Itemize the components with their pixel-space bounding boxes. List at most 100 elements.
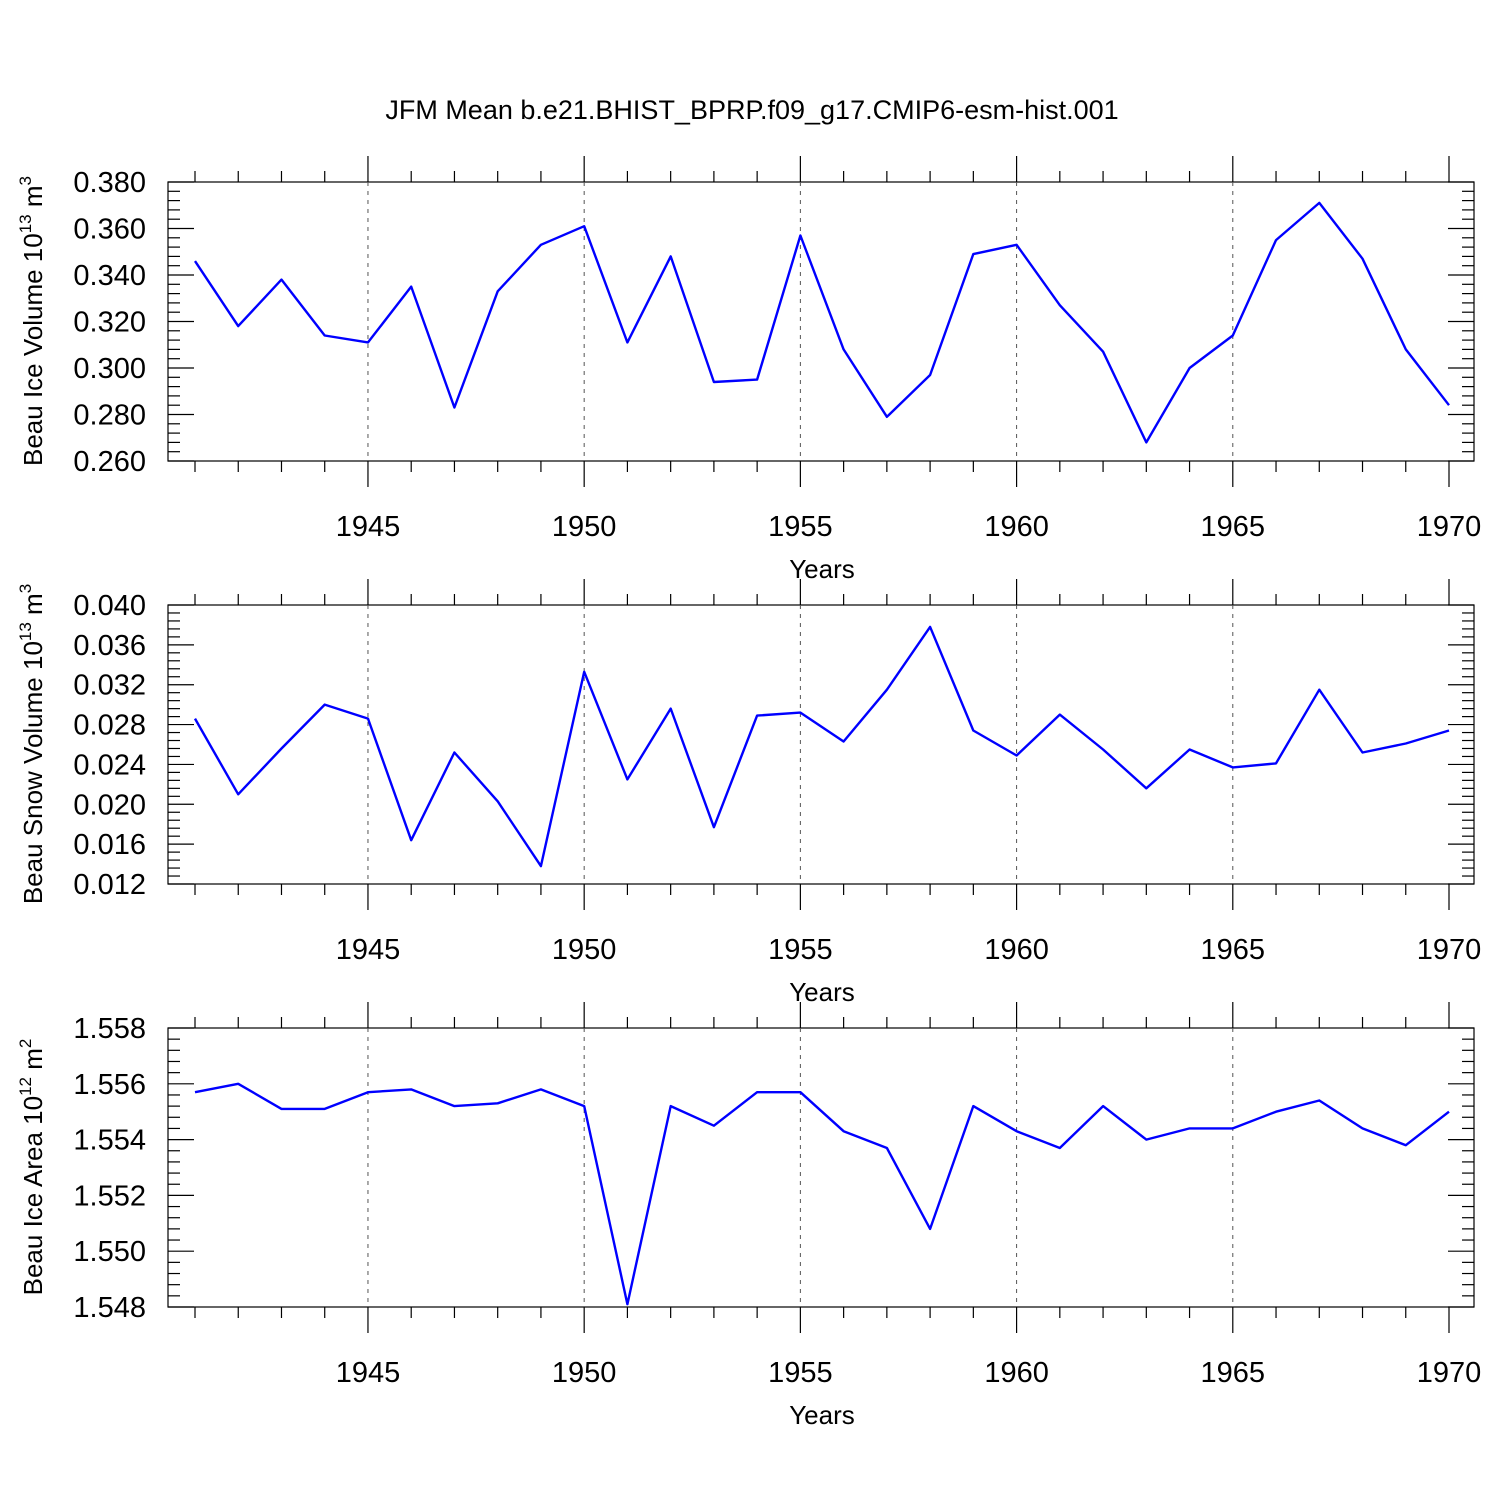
- x-tick-label: 1955: [768, 934, 833, 966]
- y-tick-label: 1.554: [73, 1125, 146, 1157]
- x-tick-label: 1960: [984, 511, 1049, 543]
- y-axis-label-exponent: 12: [16, 1077, 35, 1096]
- x-axis-label: Years: [789, 554, 855, 584]
- y-tick-label: 0.040: [73, 590, 146, 622]
- data-point: [1058, 713, 1062, 717]
- data-point: [409, 285, 413, 289]
- data-point: [1144, 786, 1148, 790]
- data-point: [1404, 1143, 1408, 1147]
- y-axis-label-text: Beau Snow Volume 10: [18, 641, 48, 904]
- panel-3: 1945 1950 1955 1960 1965 1970 1.548 1.550 1.552 1…: [16, 1002, 1481, 1430]
- data-point: [366, 340, 370, 344]
- data-point: [885, 688, 889, 692]
- data-point: [842, 740, 846, 744]
- data-point: [1015, 1129, 1019, 1133]
- x-tick-label: 1945: [336, 1357, 401, 1389]
- y-axis-label-text: m: [18, 185, 48, 214]
- y-tick-label: 0.028: [73, 710, 146, 742]
- data-point: [1101, 350, 1105, 354]
- data-point: [582, 670, 586, 674]
- data-point: [625, 1302, 629, 1306]
- data-point: [1058, 303, 1062, 307]
- x-tick-label: 1955: [768, 511, 833, 543]
- y-tick-label: 0.020: [73, 789, 146, 821]
- data-point: [1144, 1138, 1148, 1142]
- panel-1: 1945 1950 1955 1960 1965 1970 0.260 0.280 0.300 0…: [16, 156, 1481, 584]
- data-point: [236, 1082, 240, 1086]
- data-point: [1188, 366, 1192, 370]
- figure-title: JFM Mean b.e21.BHIST_BPRP.f09_g17.CMIP6-…: [385, 95, 1118, 125]
- data-point: [798, 711, 802, 715]
- x-tick-label: 1970: [1417, 1357, 1482, 1389]
- y-axis-label-exponent: 2: [16, 1039, 35, 1048]
- y-tick-label: 0.360: [73, 214, 146, 246]
- y-tick-label: 0.036: [73, 630, 146, 662]
- data-point: [193, 259, 197, 263]
- y-tick-label: 0.260: [73, 446, 146, 478]
- data-point: [755, 714, 759, 718]
- data-point: [366, 717, 370, 721]
- data-point: [279, 1107, 283, 1111]
- data-point: [1361, 1126, 1365, 1130]
- data-point: [842, 347, 846, 351]
- y-tick-label: 0.320: [73, 307, 146, 339]
- data-point: [669, 707, 673, 711]
- data-point: [1101, 1104, 1105, 1108]
- y-axis-label-text: Beau Ice Area 10: [18, 1096, 48, 1295]
- x-tick-label: 1960: [984, 934, 1049, 966]
- y-axis-label-exponent: 3: [16, 176, 35, 185]
- data-point: [193, 1090, 197, 1094]
- data-point: [1015, 753, 1019, 757]
- data-point: [323, 703, 327, 707]
- series-line: [194, 201, 1450, 444]
- data-point: [279, 278, 283, 282]
- data-point: [669, 1104, 673, 1108]
- data-point: [1274, 761, 1278, 765]
- data-point: [625, 777, 629, 781]
- data-point: [496, 799, 500, 803]
- x-axis-label: Years: [789, 977, 855, 1007]
- y-tick-label: 1.552: [73, 1180, 146, 1212]
- data-point: [928, 373, 932, 377]
- data-point: [1058, 1146, 1062, 1150]
- y-axis-label-exponent: 13: [16, 622, 35, 641]
- data-point: [539, 864, 543, 868]
- data-point: [842, 1129, 846, 1133]
- data-point: [712, 1124, 716, 1128]
- data-point: [539, 1087, 543, 1091]
- data-point: [582, 224, 586, 228]
- y-axis-label-text: Beau Ice Volume 10: [18, 233, 48, 466]
- data-point: [323, 333, 327, 337]
- data-point: [1361, 750, 1365, 754]
- y-tick-label: 0.012: [73, 869, 146, 901]
- y-tick-label: 0.032: [73, 670, 146, 702]
- data-point: [496, 1101, 500, 1105]
- y-tick-label: 1.556: [73, 1069, 146, 1101]
- x-tick-label: 1950: [552, 511, 617, 543]
- data-point: [669, 254, 673, 258]
- data-point: [712, 380, 716, 384]
- x-tick-label: 1945: [336, 934, 401, 966]
- y-tick-label: 1.548: [73, 1292, 146, 1324]
- data-point: [1361, 257, 1365, 261]
- y-axis-label: Beau Ice Area 1012 m2: [16, 1039, 48, 1296]
- data-point: [971, 252, 975, 256]
- data-point: [236, 324, 240, 328]
- x-tick-label: 1965: [1201, 1357, 1266, 1389]
- data-point: [1317, 1099, 1321, 1103]
- x-tick-label: 1950: [552, 1357, 617, 1389]
- x-tick-label: 1960: [984, 1357, 1049, 1389]
- data-point: [755, 378, 759, 382]
- data-point: [1274, 238, 1278, 242]
- data-point: [1404, 347, 1408, 351]
- plot-frame: [167, 604, 1475, 885]
- data-point: [1188, 1126, 1192, 1130]
- panels: 1945 1950 1955 1960 1965 1970 0.260 0.280 0.300 0…: [16, 156, 1481, 1430]
- x-tick-label: 1950: [552, 934, 617, 966]
- y-tick-label: 0.024: [73, 749, 146, 781]
- data-point: [1404, 742, 1408, 746]
- data-point: [1447, 1110, 1451, 1114]
- data-point: [971, 1104, 975, 1108]
- data-point: [798, 1090, 802, 1094]
